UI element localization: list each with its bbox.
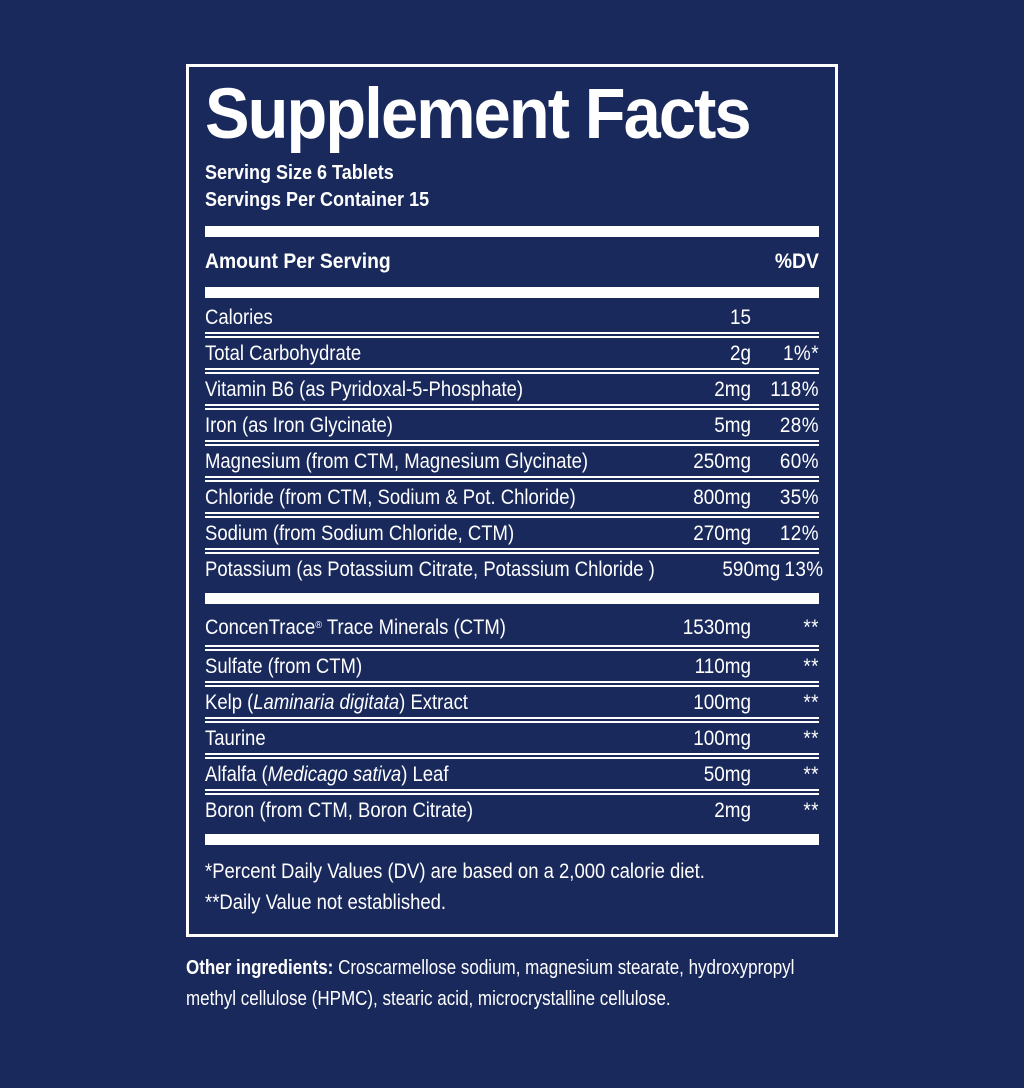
other-ingredients: Other ingredients: Croscarmellose sodium… — [186, 953, 838, 1015]
nutrient-amount: 110mg — [694, 655, 751, 678]
nutrient-row: Magnesium (from CTM, Magnesium Glycinate… — [205, 446, 819, 482]
nutrient-amount: 800mg — [693, 486, 751, 509]
nutrient-dv: ** — [803, 727, 819, 750]
footnote-not-established: **Daily Value not established. — [205, 891, 447, 914]
nutrient-name: Sulfate (from CTM) — [205, 655, 363, 678]
divider-bar-middle — [205, 593, 819, 604]
nutrient-amount: 100mg — [693, 727, 751, 750]
nutrient-row: Sulfate (from CTM) 110mg ** — [205, 651, 819, 687]
nutrient-dv: 35% — [779, 486, 819, 509]
nutrient-row: Kelp (Laminaria digitata) Extract 100mg ** — [205, 687, 819, 723]
nutrient-row: Boron (from CTM, Boron Citrate) 2mg ** — [205, 795, 819, 825]
nutrient-name: Total Carbohydrate — [205, 342, 362, 365]
nutrient-name: Potassium (as Potassium Citrate, Potassi… — [205, 558, 655, 581]
nutrient-amount: 2g — [729, 342, 751, 365]
page-title: Supplement Facts — [205, 75, 752, 154]
table-header-row: Amount Per Serving %DV — [205, 245, 819, 279]
nutrient-amount: 2mg — [714, 378, 751, 401]
nutrient-name: Chloride (from CTM, Sodium & Pot. Chlori… — [205, 486, 576, 509]
nutrient-dv: 12% — [779, 522, 819, 545]
nutrient-amount: 100mg — [693, 691, 751, 714]
nutrient-dv: ** — [803, 799, 819, 822]
nutrient-amount: 5mg — [714, 414, 751, 437]
nutrient-row: Total Carbohydrate 2g 1%* — [205, 338, 819, 374]
nutrient-dv: ** — [803, 691, 819, 714]
nutrient-row: Alfalfa (Medicago sativa) Leaf 50mg ** — [205, 759, 819, 795]
percent-dv-header: %DV — [774, 250, 819, 273]
other-ingredients-label: Other ingredients: — [186, 957, 334, 979]
nutrient-amount: 50mg — [703, 763, 751, 786]
divider-bar-bottom — [205, 834, 819, 845]
nutrient-name: Kelp (Laminaria digitata) Extract — [205, 691, 468, 714]
nutrient-name: Calories — [205, 306, 273, 329]
nutrient-name-latin: Medicago sativa — [267, 763, 402, 786]
footnote-percent-dv: *Percent Daily Values (DV) are based on … — [205, 860, 705, 883]
nutrient-row: Sodium (from Sodium Chloride, CTM) 270mg 1… — [205, 518, 819, 554]
nutrient-row: Taurine 100mg ** — [205, 723, 819, 759]
registered-trademark: ® — [315, 618, 323, 631]
nutrient-amount: 590mg — [722, 558, 781, 581]
nutrient-name-latin: Laminaria digitata — [253, 691, 400, 714]
nutrient-dv: 13% — [784, 558, 824, 581]
footnotes: *Percent Daily Values (DV) are based on … — [205, 854, 819, 922]
servings-per-container-text: Servings Per Container 15 — [205, 189, 430, 211]
nutrient-amount: 2mg — [714, 799, 751, 822]
nutrient-dv: ** — [803, 763, 819, 786]
divider-bar-top — [205, 226, 819, 237]
other-ingredients-line2: methyl cellulose (HPMC), stearic acid, m… — [186, 988, 671, 1010]
other-ingredients-line1: Croscarmellose sodium, magnesium stearat… — [333, 957, 795, 979]
serving-size-text: Serving Size 6 Tablets — [205, 162, 394, 184]
nutrient-name: Vitamin B6 (as Pyridoxal-5-Phosphate) — [205, 378, 524, 401]
nutrient-name: Iron (as Iron Glycinate) — [205, 414, 393, 437]
nutrient-row: ConcenTrace® Trace Minerals (CTM) 1530mg *… — [205, 612, 819, 651]
nutrient-dv: 28% — [779, 414, 819, 437]
nutrient-row: Calories 15 — [205, 302, 819, 338]
nutrient-dv: ** — [803, 655, 819, 678]
nutrient-row: Chloride (from CTM, Sodium & Pot. Chlori… — [205, 482, 819, 518]
nutrient-name: Sodium (from Sodium Chloride, CTM) — [205, 522, 515, 545]
nutrient-amount: 15 — [729, 306, 751, 329]
nutrient-name: Boron (from CTM, Boron Citrate) — [205, 799, 474, 822]
nutrient-table-section-2: ConcenTrace® Trace Minerals (CTM) 1530mg *… — [205, 612, 819, 825]
nutrient-row: Iron (as Iron Glycinate) 5mg 28% — [205, 410, 819, 446]
divider-bar-header — [205, 287, 819, 298]
nutrient-name: ConcenTrace® Trace Minerals (CTM) — [205, 616, 506, 639]
nutrient-name: Magnesium (from CTM, Magnesium Glycinate… — [205, 450, 589, 473]
nutrient-name: Alfalfa (Medicago sativa) Leaf — [205, 763, 449, 786]
nutrient-amount: 1530mg — [682, 616, 751, 639]
nutrient-table-section-1: Calories 15 Total Carbohydrate 2g 1%* Vitamin… — [205, 302, 823, 584]
nutrient-row: Potassium (as Potassium Citrate, Potassi… — [205, 554, 823, 584]
nutrient-amount: 250mg — [693, 450, 751, 473]
other-ingredients-text: Other ingredients: Croscarmellose sodium… — [186, 953, 794, 1015]
nutrient-dv: 118% — [770, 378, 819, 401]
nutrient-name: Taurine — [205, 727, 266, 750]
nutrient-dv: 60% — [779, 450, 819, 473]
nutrient-amount: 270mg — [693, 522, 751, 545]
supplement-facts-panel: Supplement Facts Serving Size 6 Tablets … — [186, 64, 838, 937]
nutrient-dv: 1%* — [782, 342, 819, 365]
nutrient-row: Vitamin B6 (as Pyridoxal-5-Phosphate) 2mg… — [205, 374, 819, 410]
nutrient-dv: ** — [803, 616, 819, 639]
amount-per-serving-header: Amount Per Serving — [205, 250, 391, 273]
